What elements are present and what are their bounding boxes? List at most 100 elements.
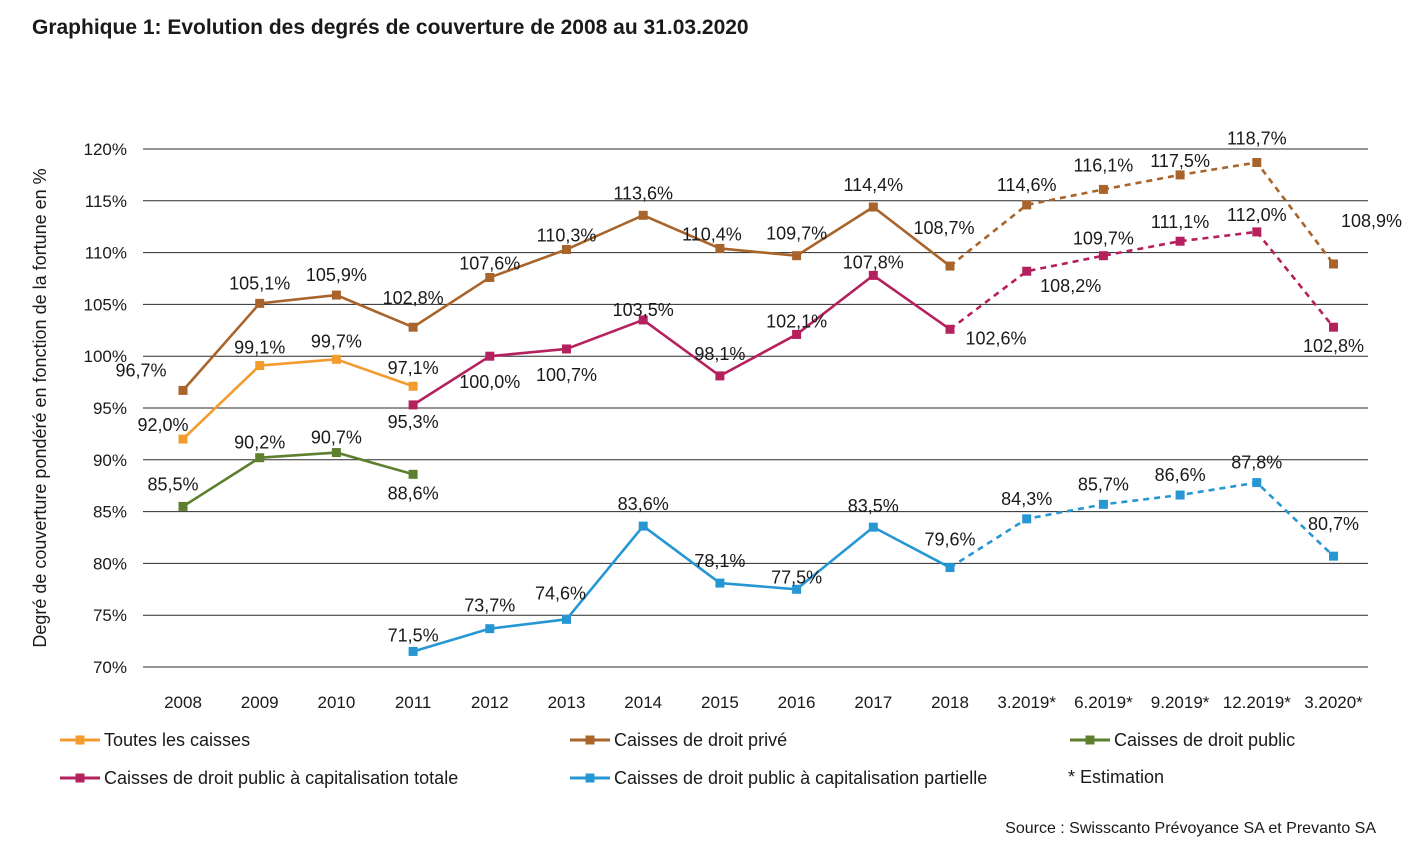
data-point bbox=[408, 646, 418, 656]
legend-label: Caisses de droit public bbox=[1114, 730, 1295, 750]
legend-label: Toutes les caisses bbox=[104, 730, 250, 750]
data-label: 116,1% bbox=[1074, 155, 1134, 175]
data-point bbox=[868, 202, 878, 212]
data-label: 85,7% bbox=[1078, 474, 1129, 494]
data-labels: 92,0% 99,1% 99,7% 97,1% 96,7% 105,1% 105,9% 102… bbox=[115, 128, 1402, 645]
data-label: 113,6% bbox=[613, 183, 673, 203]
x-tick-label: 3.2020* bbox=[1304, 693, 1363, 712]
data-point bbox=[1022, 266, 1032, 276]
data-label: 85,5% bbox=[147, 474, 198, 494]
x-tick-label: 2016 bbox=[778, 693, 816, 712]
data-label: 107,6% bbox=[459, 253, 520, 273]
data-point bbox=[1098, 251, 1108, 261]
data-point bbox=[1175, 490, 1185, 500]
data-label: 80,7% bbox=[1308, 514, 1359, 534]
data-point bbox=[1022, 514, 1032, 524]
data-point bbox=[331, 290, 341, 300]
x-tick-label: 2009 bbox=[241, 693, 279, 712]
series-lines bbox=[178, 157, 1338, 656]
data-point bbox=[562, 344, 571, 354]
data-point bbox=[792, 584, 802, 594]
data-point bbox=[945, 324, 955, 334]
data-label: 110,3% bbox=[537, 225, 597, 245]
data-point bbox=[255, 298, 265, 308]
data-point bbox=[408, 322, 418, 332]
data-label: 118,7% bbox=[1227, 128, 1287, 148]
x-tick-label: 2018 bbox=[931, 693, 969, 712]
data-point bbox=[485, 351, 495, 361]
data-point bbox=[638, 521, 648, 531]
legend-label: Caisses de droit public à capitalisation… bbox=[104, 768, 458, 788]
data-label: 90,2% bbox=[234, 433, 285, 453]
data-point bbox=[715, 578, 725, 588]
data-label: 103,5% bbox=[613, 300, 674, 320]
series-2 bbox=[178, 448, 418, 511]
data-label: 83,5% bbox=[848, 496, 899, 516]
data-label: 99,1% bbox=[234, 338, 285, 358]
data-point bbox=[485, 624, 495, 634]
x-tick-label: 3.2019* bbox=[997, 693, 1056, 712]
legend-swatch-marker bbox=[75, 735, 85, 745]
data-label: 105,1% bbox=[229, 273, 290, 293]
data-point bbox=[1098, 184, 1108, 194]
data-label: 112,0% bbox=[1227, 205, 1287, 225]
data-point bbox=[1329, 259, 1338, 269]
data-label: 105,9% bbox=[306, 265, 367, 285]
series-line bbox=[412, 274, 951, 406]
data-label: 99,7% bbox=[311, 331, 362, 351]
data-point bbox=[945, 261, 955, 271]
data-point bbox=[638, 315, 648, 325]
data-label: 107,8% bbox=[843, 252, 904, 272]
data-label: 111,1% bbox=[1151, 212, 1209, 232]
data-label: 77,5% bbox=[771, 567, 822, 587]
y-axis-title: Degré de couverture pondéré en fonction … bbox=[30, 168, 50, 647]
data-label: 114,4% bbox=[843, 175, 903, 195]
data-label: 71,5% bbox=[388, 625, 439, 645]
data-point bbox=[408, 469, 418, 479]
data-point bbox=[792, 251, 802, 261]
y-tick-label: 85% bbox=[93, 503, 127, 522]
x-tick-label: 2008 bbox=[164, 693, 202, 712]
legend-label: Caisses de droit public à capitalisation… bbox=[614, 768, 987, 788]
y-axis-ticks: 70% 75% 80% 85% 90% 95% 100% 105% 110% 115% 120% bbox=[84, 140, 127, 677]
y-tick-label: 100% bbox=[84, 347, 127, 366]
y-tick-label: 105% bbox=[84, 295, 127, 314]
data-point bbox=[1329, 551, 1338, 561]
legend-swatch-marker bbox=[585, 735, 595, 745]
legend-item: Toutes les caisses bbox=[60, 730, 250, 750]
data-label: 95,3% bbox=[388, 412, 439, 432]
x-tick-label: 2017 bbox=[854, 693, 892, 712]
data-label: 78,1% bbox=[694, 551, 745, 571]
data-point bbox=[331, 448, 341, 458]
data-label: 96,7% bbox=[115, 360, 166, 380]
data-point bbox=[868, 270, 878, 280]
data-label: 74,6% bbox=[535, 583, 586, 603]
series-line-estimate bbox=[949, 230, 1335, 331]
data-label: 108,2% bbox=[1040, 276, 1101, 296]
data-point bbox=[408, 381, 418, 391]
data-label: 97,1% bbox=[388, 358, 439, 378]
data-label: 102,8% bbox=[383, 288, 444, 308]
legend-note: * Estimation bbox=[1068, 767, 1164, 787]
data-point bbox=[255, 361, 265, 371]
data-point bbox=[1252, 227, 1262, 237]
data-point bbox=[562, 614, 571, 624]
y-tick-label: 75% bbox=[93, 606, 127, 625]
legend-label: Caisses de droit privé bbox=[614, 730, 787, 750]
data-point bbox=[408, 400, 418, 410]
data-label: 90,7% bbox=[311, 428, 362, 448]
data-point bbox=[1329, 322, 1338, 332]
legend: Toutes les caisses Caisses de droit privé… bbox=[60, 730, 1295, 788]
series-line bbox=[182, 451, 414, 508]
x-axis-ticks: 2008 2009 2010 2011 2012 2013 2014 2015 2016 2017… bbox=[164, 693, 1363, 712]
legend-swatch-marker bbox=[585, 773, 595, 783]
data-point bbox=[1175, 170, 1185, 180]
series-1 bbox=[178, 157, 1338, 395]
source-note: Source : Swisscanto Prévoyance SA et Pre… bbox=[1005, 820, 1376, 837]
data-point bbox=[1252, 157, 1262, 167]
data-label: 84,3% bbox=[1001, 489, 1052, 509]
y-tick-label: 95% bbox=[93, 399, 127, 418]
x-tick-label: 9.2019* bbox=[1151, 693, 1210, 712]
y-tick-label: 120% bbox=[84, 140, 127, 159]
data-label: 88,6% bbox=[388, 483, 439, 503]
